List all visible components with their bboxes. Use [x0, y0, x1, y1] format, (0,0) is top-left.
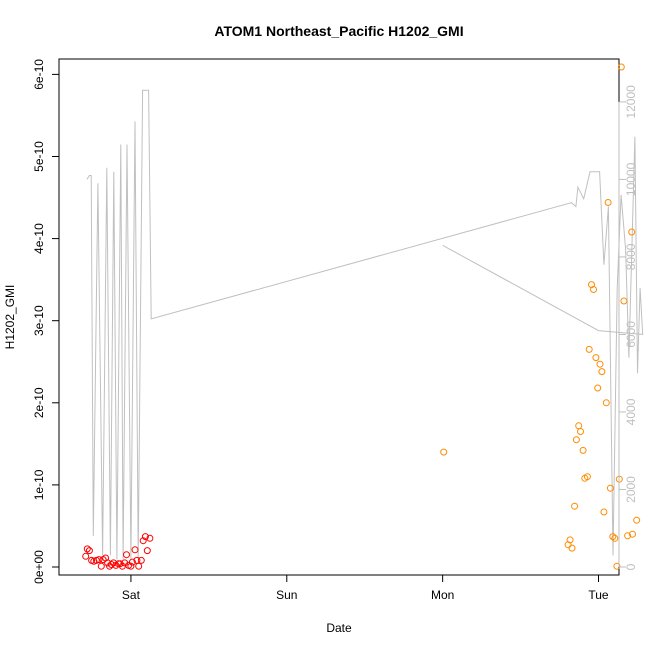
x-tick-label: Sat [122, 588, 141, 602]
data-point [146, 534, 154, 542]
altitude-line-layer [86, 89, 644, 560]
data-point [566, 536, 574, 544]
data-point [598, 368, 606, 376]
chart-title: ATOM1 Northeast_Pacific H1202_GMI [214, 23, 463, 39]
data-point [128, 558, 136, 566]
data-point [579, 446, 587, 454]
data-point [613, 562, 621, 570]
data-point [141, 533, 149, 541]
altitude-line [86, 89, 644, 560]
x-axis: Sat Sun Mon Tue [122, 574, 609, 602]
y-tick-label: 2e-10 [32, 387, 46, 418]
data-point [602, 399, 610, 407]
y-axis-label: H1202_GMI [3, 285, 17, 350]
data-point [83, 545, 91, 553]
x-axis-label: Date [326, 621, 352, 635]
data-point [609, 533, 617, 541]
y-tick-label: 6e-10 [32, 59, 46, 90]
y-tick-label: 5e-10 [32, 141, 46, 172]
data-point [604, 199, 612, 206]
data-point [575, 422, 583, 430]
data-point [596, 360, 604, 368]
y-tick-label: 4e-10 [32, 223, 46, 254]
y2-tick-label: 6000 [624, 321, 638, 348]
data-point [131, 546, 139, 554]
data-point [594, 384, 602, 392]
data-point [600, 508, 608, 516]
y-tick-label: 0e+00 [32, 550, 46, 584]
y-axis-right: 0 2000 4000 6000 8000 10000 12000 [618, 85, 638, 570]
data-point [97, 562, 105, 570]
x-tick-label: Sun [276, 588, 297, 602]
data-point [620, 297, 628, 305]
data-point [633, 516, 641, 524]
y2-tick-label: 12000 [624, 85, 638, 119]
data-point [624, 532, 632, 540]
y-tick-label: 1e-10 [32, 469, 46, 500]
y2-tick-label: 0 [624, 563, 638, 570]
data-point [628, 228, 636, 236]
data-point [135, 562, 143, 570]
y-axis-left: 0e+00 1e-10 2e-10 3e-10 4e-10 5e-10 6e-10 [32, 59, 60, 584]
data-point [583, 473, 591, 481]
data-point [629, 530, 636, 538]
data-point [571, 502, 579, 510]
y-tick-label: 3e-10 [32, 305, 46, 336]
data-point [617, 63, 625, 71]
y2-tick-label: 2000 [624, 476, 638, 503]
y2-tick-label: 10000 [624, 162, 638, 196]
data-point [611, 534, 619, 542]
x-tick-label: Mon [431, 588, 454, 602]
points-layer [82, 63, 641, 570]
y2-tick-label: 8000 [624, 243, 638, 270]
data-point [143, 547, 151, 555]
data-point [137, 556, 145, 564]
x-tick-label: Tue [588, 588, 609, 602]
data-point [585, 345, 593, 353]
data-point [127, 562, 135, 570]
data-point [592, 354, 600, 362]
data-point [95, 556, 103, 564]
data-point [82, 552, 90, 560]
data-point [577, 428, 584, 435]
data-point [123, 551, 130, 559]
data-point [568, 544, 576, 552]
data-point [440, 448, 448, 456]
data-point [590, 286, 597, 293]
plot-frame [58, 58, 620, 576]
y2-tick-label: 4000 [624, 398, 638, 425]
data-point [85, 547, 93, 555]
data-point [139, 537, 147, 545]
data-point [107, 561, 115, 568]
data-point [572, 436, 580, 444]
data-point [606, 484, 614, 492]
